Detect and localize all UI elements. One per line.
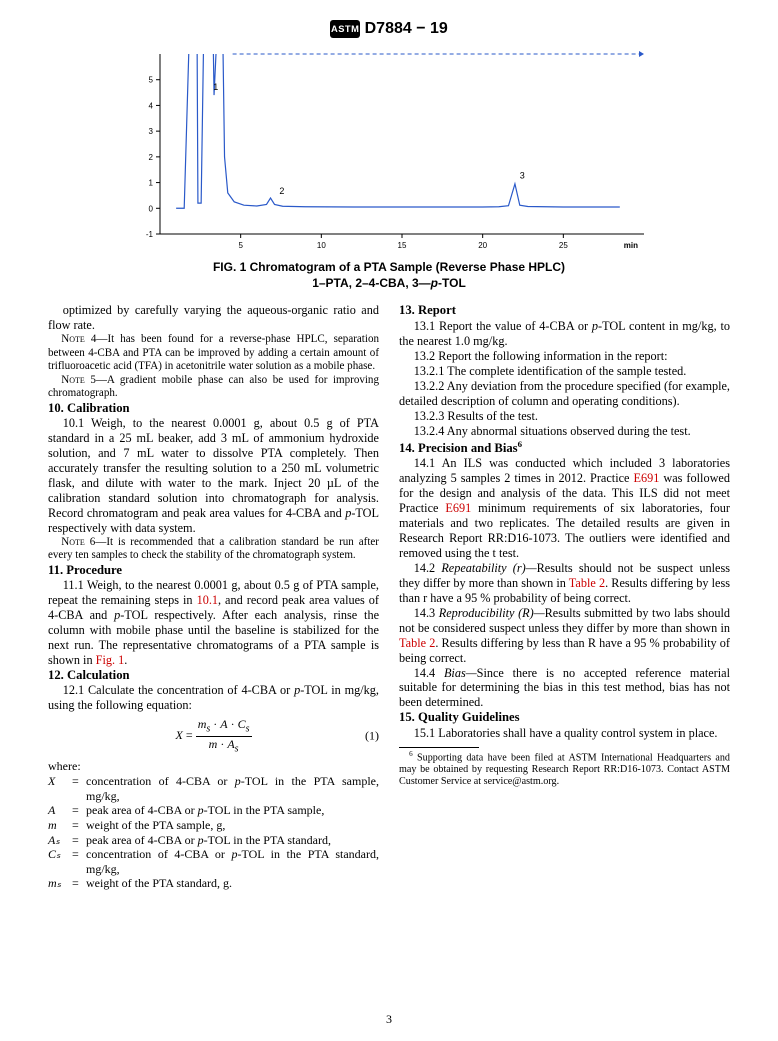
where-row: X=concentration of 4-CBA or p-TOL in the… <box>48 774 379 803</box>
astm-logo: ASTM <box>330 20 360 38</box>
svg-text:3: 3 <box>520 171 525 181</box>
para-13-2-4: 13.2.4 Any abnormal situations observed … <box>399 424 730 439</box>
ref-fig-1[interactable]: Fig. 1 <box>96 653 125 667</box>
para-13-1: 13.1 Report the value of 4-CBA or p-TOL … <box>399 319 730 349</box>
caption-line1: FIG. 1 Chromatogram of a PTA Sample (Rev… <box>213 260 565 274</box>
note-6: Note 6—It is recommended that a calibrat… <box>48 536 379 563</box>
ref-table-2b[interactable]: Table 2 <box>399 636 435 650</box>
where-row: A=peak area of 4-CBA or p-TOL in the PTA… <box>48 803 379 818</box>
svg-text:1: 1 <box>149 179 154 188</box>
note-4: Note 4—It has been found for a reverse-p… <box>48 333 379 373</box>
document-header: ASTM D7884 − 19 <box>48 20 730 38</box>
para-optimized: optimized by carefully varying the aqueo… <box>48 303 379 333</box>
chromatogram-plot: -1 0 1 2 3 4 5 5 10 15 20 25 min 1 2 3 <box>124 46 654 256</box>
caption-line2: 1–PTA, 2–4-CBA, 3—p-TOL <box>312 276 466 290</box>
svg-text:15: 15 <box>398 241 407 250</box>
section-15-head: 15. Quality Guidelines <box>399 710 730 725</box>
section-13-head: 13. Report <box>399 303 730 318</box>
svg-text:10: 10 <box>317 241 326 250</box>
ref-10-1[interactable]: 10.1 <box>197 593 218 607</box>
chromatogram-figure: -1 0 1 2 3 4 5 5 10 15 20 25 min 1 2 3 FIG. 1 Chromatog… <box>48 46 730 291</box>
svg-text:20: 20 <box>478 241 487 250</box>
equation-1: X = ms · A · Cs m · As (1) <box>48 717 379 755</box>
section-14-head: 14. Precision and Bias6 <box>399 439 730 457</box>
equation-number: (1) <box>365 729 379 744</box>
svg-text:4: 4 <box>149 102 154 111</box>
para-14-1: 14.1 An ILS was conducted which included… <box>399 456 730 561</box>
page: ASTM D7884 − 19 -1 0 1 2 3 4 5 5 10 15 20 25 min 1 2 3 … <box>0 0 778 1041</box>
svg-text:5: 5 <box>238 241 243 250</box>
svg-text:-1: -1 <box>146 230 154 239</box>
svg-text:1: 1 <box>213 82 218 92</box>
where-row: Aₛ=peak area of 4-CBA or p-TOL in the PT… <box>48 833 379 848</box>
para-14-3: 14.3 Reproducibility (R)—Results submitt… <box>399 606 730 666</box>
svg-text:25: 25 <box>559 241 568 250</box>
svg-text:min: min <box>624 241 638 250</box>
footnote-rule <box>399 747 479 748</box>
page-number: 3 <box>0 1012 778 1027</box>
ref-table-2a[interactable]: Table 2 <box>569 576 605 590</box>
where-list: X=concentration of 4-CBA or p-TOL in the… <box>48 774 379 891</box>
para-14-2: 14.2 Repeatability (r)—Results should no… <box>399 561 730 606</box>
note-5: Note 5—A gradient mobile phase can also … <box>48 374 379 401</box>
designation: D7884 − 19 <box>365 20 448 37</box>
svg-text:3: 3 <box>149 127 154 136</box>
ref-e691-2[interactable]: E691 <box>445 501 471 515</box>
where-row: m=weight of the PTA sample, g, <box>48 818 379 833</box>
section-10-head: 10. Calibration <box>48 401 379 416</box>
ref-e691-1[interactable]: E691 <box>634 471 660 485</box>
para-13-2-2: 13.2.2 Any deviation from the procedure … <box>399 379 730 409</box>
svg-text:5: 5 <box>149 76 154 85</box>
footnote-6: 6 Supporting data have been filed at AST… <box>399 750 730 789</box>
para-10-1: 10.1 Weigh, to the nearest 0.0001 g, abo… <box>48 416 379 536</box>
where-label: where: <box>48 759 379 774</box>
figure-caption: FIG. 1 Chromatogram of a PTA Sample (Rev… <box>48 260 730 291</box>
para-15-1: 15.1 Laboratories shall have a quality c… <box>399 726 730 741</box>
para-14-4: 14.4 Bias—Since there is no accepted ref… <box>399 666 730 711</box>
para-13-2: 13.2 Report the following information in… <box>399 349 730 364</box>
section-11-head: 11. Procedure <box>48 563 379 578</box>
para-13-2-1: 13.2.1 The complete identification of th… <box>399 364 730 379</box>
para-11-1: 11.1 Weigh, to the nearest 0.0001 g, abo… <box>48 578 379 668</box>
where-row: mₛ=weight of the PTA standard, g. <box>48 876 379 891</box>
section-12-head: 12. Calculation <box>48 668 379 683</box>
para-13-2-3: 13.2.3 Results of the test. <box>399 409 730 424</box>
where-row: Cₛ=concentration of 4-CBA or p-TOL in th… <box>48 847 379 876</box>
body-columns: optimized by carefully varying the aqueo… <box>48 303 730 891</box>
svg-text:2: 2 <box>149 153 154 162</box>
svg-text:0: 0 <box>149 205 154 214</box>
para-12-1: 12.1 Calculate the concentration of 4-CB… <box>48 683 379 713</box>
svg-text:2: 2 <box>279 186 284 196</box>
